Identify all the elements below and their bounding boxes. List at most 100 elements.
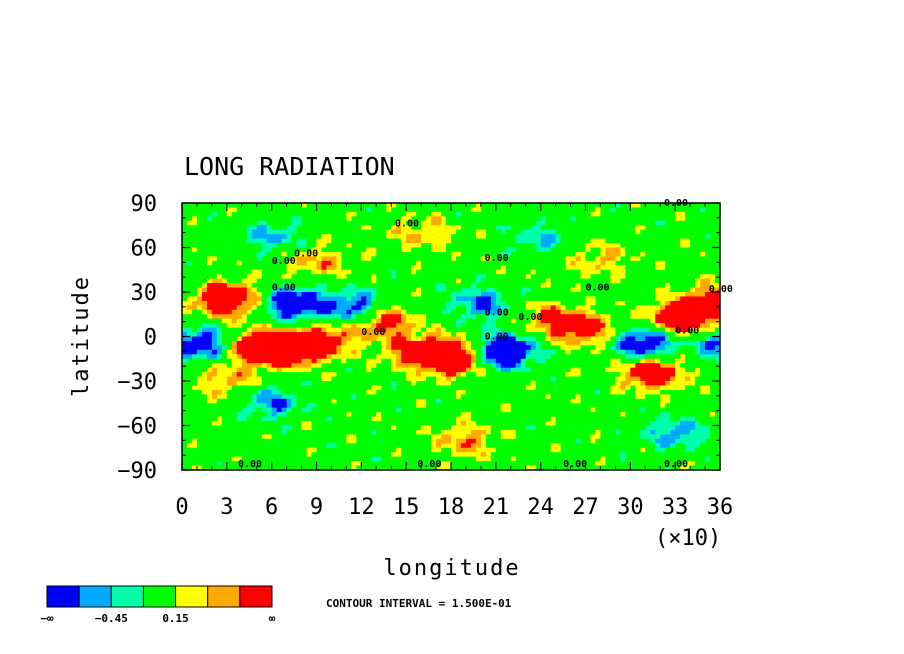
contour-cell [585, 323, 592, 329]
contour-cell [341, 287, 347, 293]
contour-cell [495, 376, 502, 382]
contour-cell [266, 403, 273, 409]
contour-cell [675, 385, 681, 391]
contour-cell [605, 363, 612, 369]
contour-cell [490, 247, 497, 253]
contour-cell [371, 247, 377, 253]
contour-cell [266, 225, 273, 231]
contour-cell [570, 234, 577, 240]
contour-cell [700, 278, 706, 284]
contour-cell [680, 323, 686, 329]
contour-cell [535, 318, 542, 324]
contour-cell [416, 381, 422, 387]
contour-cell [321, 234, 328, 240]
contour-cell [550, 336, 557, 342]
contour-cell [590, 349, 597, 355]
contour-cell [306, 211, 313, 217]
contour-cell [555, 256, 562, 262]
contour-cell [595, 238, 602, 244]
contour-cell [475, 394, 482, 400]
contour-cell [331, 274, 338, 280]
contour-cell [675, 398, 681, 404]
contour-cell [555, 363, 562, 369]
contour-cell [685, 358, 691, 364]
contour-cell [386, 363, 392, 369]
contour-cell [645, 354, 651, 360]
contour-cell [495, 336, 502, 342]
contour-cell [401, 287, 407, 293]
contour-cell [426, 345, 432, 351]
contour-cell [196, 260, 203, 266]
contour-cell [361, 305, 367, 311]
contour-cell [336, 211, 343, 217]
contour-cell [685, 283, 691, 289]
contour-cell [480, 309, 487, 315]
contour-cell [630, 376, 636, 382]
contour-cell [411, 287, 417, 293]
contour-cell [625, 203, 631, 209]
contour-cell [700, 269, 706, 275]
contour-cell [406, 211, 412, 217]
contour-cell [336, 363, 343, 369]
contour-cell [650, 234, 656, 240]
contour-cell [475, 336, 482, 342]
contour-cell [336, 247, 343, 253]
contour-cell [460, 247, 467, 253]
contour-cell [361, 207, 367, 213]
contour-cell [201, 309, 208, 315]
contour-cell [296, 345, 303, 351]
contour-cell [530, 318, 537, 324]
contour-cell [451, 385, 457, 391]
contour-cell [715, 376, 720, 382]
contour-cell [441, 251, 447, 257]
contour-cell [540, 260, 547, 266]
contour-cell [261, 278, 268, 284]
contour-cell [366, 403, 372, 409]
contour-cell [316, 234, 323, 240]
contour-cell [226, 287, 233, 293]
contour-cell [500, 381, 507, 387]
contour-cell [510, 403, 517, 409]
contour-cell [326, 265, 333, 271]
contour-cell [436, 287, 442, 293]
contour-cell [645, 367, 651, 373]
contour-cell [416, 287, 422, 293]
contour-cell [421, 292, 427, 298]
contour-cell [525, 251, 532, 257]
contour-cell [331, 332, 338, 338]
contour-cell [296, 256, 303, 262]
contour-cell [401, 354, 407, 360]
contour-cell [391, 403, 397, 409]
contour-cell [216, 398, 223, 404]
contour-cell [396, 336, 402, 342]
contour-cell [675, 256, 681, 262]
contour-cell [416, 314, 422, 320]
contour-cell [505, 216, 512, 222]
contour-cell [515, 238, 522, 244]
contour-cell [475, 309, 482, 315]
contour-cell [366, 225, 372, 231]
contour-cell [690, 363, 696, 369]
contour-cell [585, 318, 592, 324]
contour-cell [396, 220, 402, 226]
contour-cell [381, 225, 387, 231]
contour-cell [191, 385, 198, 391]
contour-cell [535, 274, 542, 280]
contour-cell [465, 354, 472, 360]
contour-cell [670, 292, 676, 298]
contour-cell [266, 260, 273, 266]
contour-cell [530, 251, 537, 257]
contour-cell [500, 269, 507, 275]
contour-cell [236, 323, 243, 329]
contour-cell [241, 225, 248, 231]
contour-cell [575, 394, 582, 400]
contour-cell [630, 220, 636, 226]
contour-cell [186, 314, 193, 320]
contour-cell [490, 269, 497, 275]
contour-cell [645, 345, 651, 351]
contour-cell [645, 385, 651, 391]
contour-cell [321, 256, 328, 262]
contour-cell [186, 318, 193, 324]
contour-cell [635, 225, 641, 231]
contour-cell [251, 389, 258, 395]
